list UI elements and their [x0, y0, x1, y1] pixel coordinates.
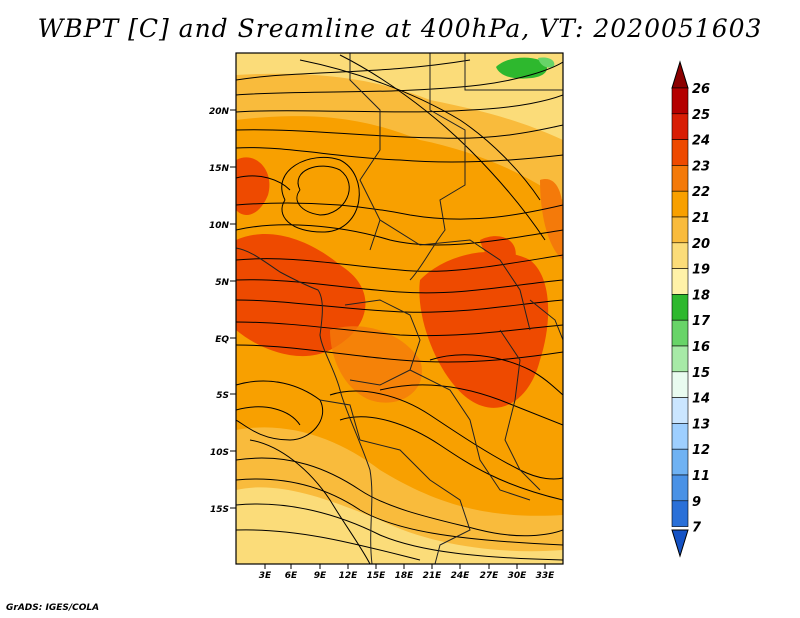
lat-label-10s: 10S — [210, 448, 229, 458]
colorbar-label: 7 — [692, 521, 702, 536]
lat-label-5n: 5N — [215, 278, 229, 288]
lat-label-20n: 20N — [209, 107, 230, 117]
colorbar-segment — [671, 474, 689, 502]
longitude-labels: 3E 6E 9E 12E 15E 18E 21E 24E 27E 30E 33E — [259, 571, 555, 581]
lon-label-15e: 15E — [367, 571, 387, 581]
colorbar-label: 25 — [692, 108, 710, 123]
lon-label-18e: 18E — [395, 571, 415, 581]
colorbar-label: 11 — [692, 469, 710, 484]
colorbar-label: 22 — [692, 185, 710, 200]
latitude-axis — [230, 109, 236, 509]
country-borders — [236, 53, 563, 564]
colorbar-label: 16 — [692, 340, 710, 355]
colorbar-label: 14 — [692, 392, 710, 407]
colorbar-label: 23 — [692, 159, 710, 174]
lon-label-24e: 24E — [451, 571, 471, 581]
lat-label-eq: EQ — [215, 335, 229, 345]
lat-label-5s: 5S — [216, 391, 229, 401]
lon-label-27e: 27E — [480, 571, 500, 581]
longitude-axis — [264, 564, 546, 569]
lat-label-15n: 15N — [209, 164, 230, 174]
lon-label-30e: 30E — [508, 571, 528, 581]
colorbar-segment — [671, 242, 689, 269]
colorbar-segment — [671, 165, 689, 192]
colorbar-segment — [671, 190, 689, 218]
colorbar-segment — [671, 139, 689, 166]
lon-label-6e: 6E — [285, 571, 298, 581]
colorbar-label: 15 — [692, 366, 710, 381]
colorbar-segment — [671, 371, 689, 398]
colorbar — [671, 60, 689, 558]
streamlines — [236, 54, 563, 564]
lat-label-15s: 15S — [210, 505, 229, 515]
colorbar-segment — [671, 113, 689, 140]
grads-credit: GrADS: IGES/COLA — [6, 603, 100, 613]
colorbar-segment — [671, 500, 689, 527]
temperature-field — [236, 53, 563, 564]
colorbar-label: 20 — [692, 237, 710, 252]
colorbar-label: 24 — [692, 134, 710, 149]
lon-label-33e: 33E — [536, 571, 556, 581]
colorbar-segment — [671, 294, 689, 321]
lat-label-10n: 10N — [209, 221, 230, 231]
colorbar-segment — [671, 397, 689, 424]
colorbar-segment — [671, 345, 689, 373]
colorbar-labels: 26 25 24 23 22 21 20 19 18 17 16 15 14 1… — [692, 82, 711, 536]
lon-label-21e: 21E — [423, 571, 443, 581]
colorbar-top-arrow — [671, 60, 689, 89]
colorbar-label: 9 — [692, 495, 701, 510]
colorbar-label: 17 — [692, 314, 711, 329]
colorbar-segment — [671, 268, 689, 295]
colorbar-segment — [671, 319, 689, 347]
lon-label-12e: 12E — [339, 571, 359, 581]
colorbar-label: 18 — [692, 288, 710, 303]
colorbar-label: 21 — [692, 211, 710, 226]
colorbar-bottom-arrow — [671, 529, 689, 558]
lon-label-3e: 3E — [259, 571, 272, 581]
colorbar-label: 12 — [692, 443, 710, 458]
colorbar-label: 26 — [692, 82, 710, 97]
lon-label-9e: 9E — [314, 571, 327, 581]
colorbar-segment — [671, 216, 689, 244]
map-frame — [235, 52, 564, 565]
map-title: WBPT [C] and Sreamline at 400hPa, VT: 20… — [37, 14, 763, 43]
colorbar-label: 19 — [692, 263, 710, 278]
colorbar-segment — [671, 448, 689, 476]
colorbar-segment — [671, 87, 689, 115]
colorbar-label: 13 — [692, 417, 710, 432]
latitude-labels: 20N 15N 10N 5N EQ 5S 10S 15S — [209, 107, 230, 515]
colorbar-segment — [671, 423, 689, 450]
